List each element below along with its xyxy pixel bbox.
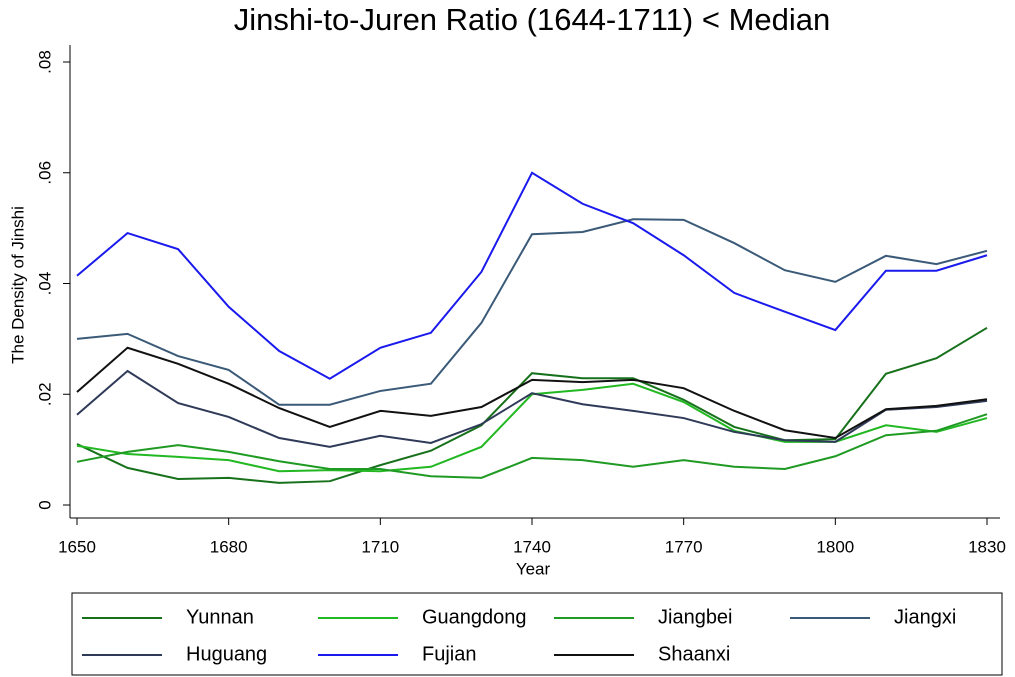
y-tick-label: .08 xyxy=(35,50,54,74)
x-tick-label: 1830 xyxy=(968,537,1006,556)
x-tick-label: 1740 xyxy=(513,537,551,556)
y-tick-label: 0 xyxy=(35,500,54,509)
x-tick-label: 1680 xyxy=(210,537,248,556)
series-line xyxy=(76,326,988,484)
x-tick-label: 1650 xyxy=(58,537,96,556)
y-tick-label: .02 xyxy=(35,382,54,406)
series-line xyxy=(76,369,988,448)
x-axis-label: Year xyxy=(516,559,551,578)
y-axis-label: The Density of Jinshi xyxy=(8,206,27,364)
legend-label: Yunnan xyxy=(186,606,254,628)
chart-title: Jinshi-to-Juren Ratio (1644-1711) < Medi… xyxy=(234,2,831,37)
series-line xyxy=(76,346,988,440)
legend-label: Guangdong xyxy=(422,606,527,628)
legend-label: Shaanxi xyxy=(658,643,730,665)
y-tick-label: .06 xyxy=(35,161,54,185)
x-tick-label: 1710 xyxy=(361,537,399,556)
y-tick-label: .04 xyxy=(35,272,54,296)
legend-label: Jiangxi xyxy=(894,606,956,628)
series-line xyxy=(76,413,988,479)
legend-label: Fujian xyxy=(422,643,476,665)
series-line xyxy=(76,171,988,380)
series-line xyxy=(76,218,988,406)
x-tick-label: 1800 xyxy=(816,537,854,556)
legend xyxy=(71,592,1003,676)
legend-label: Jiangbei xyxy=(658,606,733,628)
legend-label: Huguang xyxy=(186,643,267,665)
x-tick-label: 1770 xyxy=(665,537,703,556)
